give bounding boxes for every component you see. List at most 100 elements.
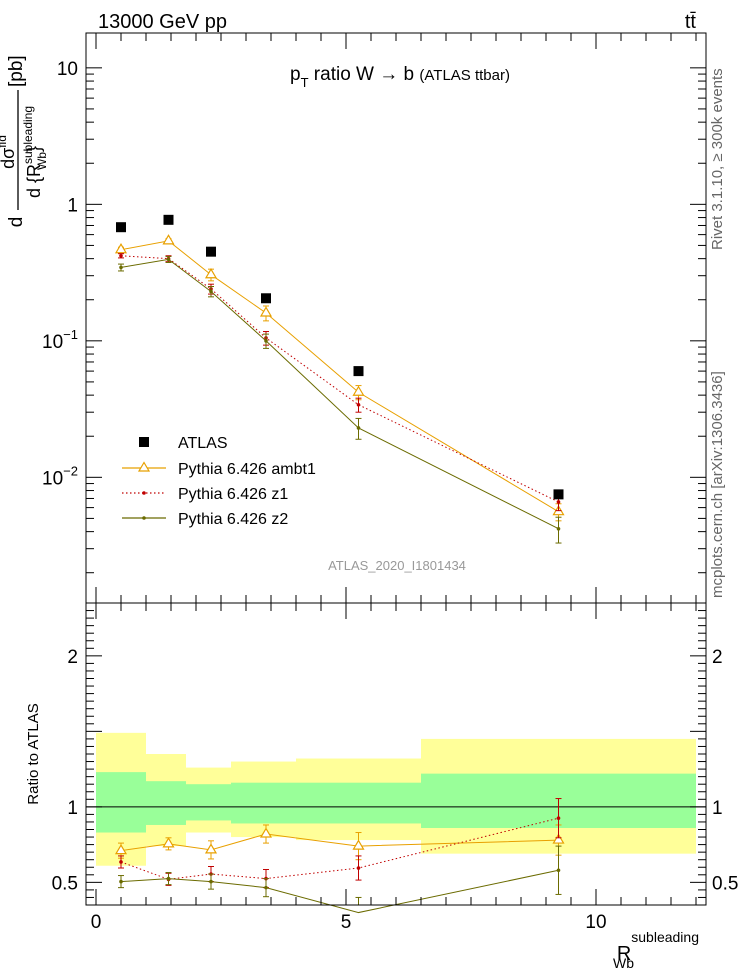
title-small: (ATLAS ttbar) <box>419 67 510 84</box>
x-tick-labels: 0 5 10 <box>91 912 607 933</box>
ratio-band-inner <box>146 781 186 825</box>
main-point-ambt1 <box>162 234 175 245</box>
y-label-den-close: } <box>24 146 44 152</box>
ratio-panel: 0.5 0.5 1 1 2 2 Ratio to ATLAS <box>25 602 738 914</box>
ratio-y-tick-label-right: 1 <box>712 798 723 819</box>
ratio-line-z1 <box>120 817 559 880</box>
tick-label-base: 1 <box>67 195 78 216</box>
y-label-units: [pb] <box>6 55 27 87</box>
main-point-z2 <box>556 526 561 531</box>
y-label-den-sub: Wb <box>35 152 49 170</box>
ratio-point-z2 <box>556 868 561 873</box>
main-point-z2 <box>209 289 213 294</box>
analysis-label: ATLAS_2020_I1801434 <box>328 558 466 573</box>
tick-label-base: 10 <box>57 59 78 80</box>
ratio-uncertainty-bands <box>96 732 696 866</box>
ratio-y-tick-label: 1 <box>67 798 78 819</box>
ratio-band-inner <box>231 782 296 824</box>
mcplots-source-label: mcplots.cern.ch [arXiv:1306.3436] <box>709 371 726 598</box>
main-y-tick-label: 10 <box>57 59 78 80</box>
main-point-z2 <box>166 257 171 262</box>
main-point-z2 <box>264 339 268 343</box>
legend-label-atlas: ATLAS <box>178 435 228 452</box>
legend-label-z1: Pythia 6.426 z1 <box>178 486 288 503</box>
x-axis-label: Rsubleading Wb <box>613 929 699 971</box>
main-point-z2 <box>119 265 123 270</box>
x-tick-label: 0 <box>91 912 102 933</box>
ratio-series <box>114 798 565 914</box>
main-point-z1 <box>119 253 123 258</box>
y-label-den-sup: subleading <box>21 106 35 164</box>
main-line-ambt1 <box>120 240 559 513</box>
main-y-tick-label: 10−2 <box>42 463 78 489</box>
title-main: ratio W → b <box>309 64 420 85</box>
ratio-y-tick-label: 0.5 <box>52 873 78 894</box>
main-point-data <box>163 214 174 225</box>
ratio-line-z2 <box>120 869 559 914</box>
ratio-y-tick-label: 2 <box>67 647 78 668</box>
x-label-sub: Wb <box>613 955 634 971</box>
main-point-data <box>353 366 364 377</box>
y-label-den: d {RsubleadingWb} <box>21 106 49 198</box>
legend: ATLAS Pythia 6.426 ambt1 Pythia 6.426 z1… <box>122 435 316 528</box>
main-point-data <box>206 246 216 257</box>
main-line-z2 <box>120 258 559 530</box>
process-label: tt̄ <box>685 11 697 33</box>
ratio-band-inner <box>96 772 146 833</box>
main-point-ambt1 <box>204 268 218 279</box>
tick-label-exponent: −2 <box>63 463 78 478</box>
ratio-point-z2 <box>209 879 213 884</box>
x-label-sup: subleading <box>631 929 699 945</box>
ratio-point-z2 <box>119 879 123 884</box>
ratio-point-z2 <box>264 885 268 890</box>
ratio-point-z1 <box>556 816 561 820</box>
ratio-y-tick-label-right: 0.5 <box>712 873 738 894</box>
energy-label: 13000 GeV pp <box>98 11 227 33</box>
main-point-ambt1 <box>259 306 273 317</box>
tick-label-exponent: −1 <box>63 327 78 342</box>
main-y-tick-label: 10−1 <box>42 327 78 353</box>
legend-marker-z1 <box>142 491 146 495</box>
legend-label-z2: Pythia 6.426 z2 <box>178 511 288 528</box>
ratio-band-inner <box>186 784 231 821</box>
main-series <box>114 214 565 544</box>
ratio-point-ambt1 <box>259 827 273 838</box>
ratio-point-z2 <box>166 876 171 881</box>
legend-marker-z2 <box>142 516 146 520</box>
ratio-point-ambt1 <box>352 839 365 850</box>
x-tick-label: 5 <box>341 912 352 933</box>
rivet-version-label: Rivet 3.1.10, ≥ 300k events <box>709 68 726 250</box>
ratio-y-label: Ratio to ATLAS <box>25 703 42 804</box>
x-tick-label: 10 <box>585 912 606 933</box>
ratio-point-ambt1 <box>552 833 565 844</box>
chart-title: pT ratio W → b (ATLAS ttbar) <box>290 64 510 90</box>
y-label-num-main: dσ <box>0 148 18 169</box>
main-point-ambt1 <box>114 243 128 254</box>
x-label-main: R <box>617 943 631 965</box>
main-point-ambt1 <box>352 385 365 396</box>
main-point-z1 <box>556 500 561 504</box>
ratio-axis-ticks: 0.5 0.5 1 1 2 2 <box>52 602 738 905</box>
y-label-num-sup: fid <box>0 135 9 148</box>
tick-label-base: 10 <box>42 468 63 489</box>
tick-label-base: 10 <box>42 332 63 353</box>
ratio-point-z1 <box>119 860 123 864</box>
ratio-frame <box>85 602 707 906</box>
title-p-sub: T <box>301 75 309 90</box>
main-y-tick-label: 1 <box>67 195 78 216</box>
title-p: p <box>290 64 301 85</box>
main-point-z2 <box>356 426 361 430</box>
main-point-data <box>116 222 126 233</box>
ratio-point-z1 <box>356 866 361 870</box>
y-label-num: dσfid <box>0 135 18 169</box>
main-point-data <box>261 293 271 304</box>
ratio-y-tick-label-right: 2 <box>712 647 723 668</box>
ratio-point-ambt1 <box>162 837 175 848</box>
y-label-d: d <box>6 217 27 228</box>
y-label-den-main: d {R <box>24 164 44 198</box>
ratio-line-ambt1 <box>120 833 559 852</box>
main-point-z1 <box>356 402 361 407</box>
